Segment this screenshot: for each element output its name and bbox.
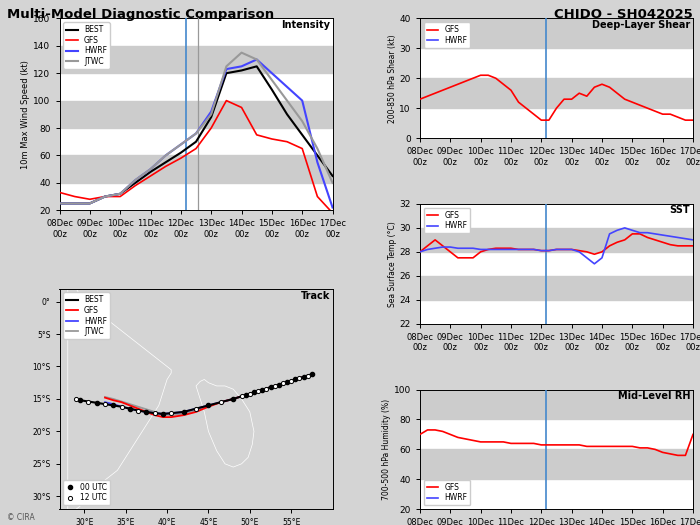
Y-axis label: Sea Surface Temp (°C): Sea Surface Temp (°C)	[388, 221, 397, 307]
Text: © CIRA: © CIRA	[7, 513, 35, 522]
Text: Mid-Level RH: Mid-Level RH	[618, 391, 690, 401]
Bar	[420, 228, 693, 252]
Bar	[420, 276, 693, 300]
Bar	[420, 390, 693, 419]
Legend: 00 UTC, 12 UTC: 00 UTC, 12 UTC	[63, 480, 110, 506]
Bar	[60, 155, 332, 183]
Bar	[60, 46, 332, 73]
Text: CHIDO - SH042025: CHIDO - SH042025	[554, 8, 693, 21]
Polygon shape	[68, 289, 172, 509]
Text: Track: Track	[300, 291, 330, 301]
Legend: GFS, HWRF: GFS, HWRF	[424, 208, 470, 234]
Y-axis label: 200-850 hPa Shear (kt): 200-850 hPa Shear (kt)	[388, 34, 397, 122]
Legend: BEST, GFS, HWRF, JTWC: BEST, GFS, HWRF, JTWC	[63, 22, 110, 69]
Bar	[60, 101, 332, 128]
Bar	[420, 449, 693, 479]
Text: Multi-Model Diagnostic Comparison: Multi-Model Diagnostic Comparison	[7, 8, 274, 21]
Y-axis label: 10m Max Wind Speed (kt): 10m Max Wind Speed (kt)	[22, 60, 30, 169]
Polygon shape	[196, 380, 254, 467]
Text: Intensity: Intensity	[281, 20, 330, 30]
Legend: GFS, HWRF: GFS, HWRF	[424, 22, 470, 48]
Y-axis label: 700-500 hPa Humidity (%): 700-500 hPa Humidity (%)	[382, 399, 391, 500]
Text: SST: SST	[670, 205, 690, 215]
Bar	[420, 78, 693, 108]
Text: Deep-Layer Shear: Deep-Layer Shear	[592, 19, 690, 29]
Legend: GFS, HWRF: GFS, HWRF	[424, 480, 470, 506]
Bar	[420, 18, 693, 48]
